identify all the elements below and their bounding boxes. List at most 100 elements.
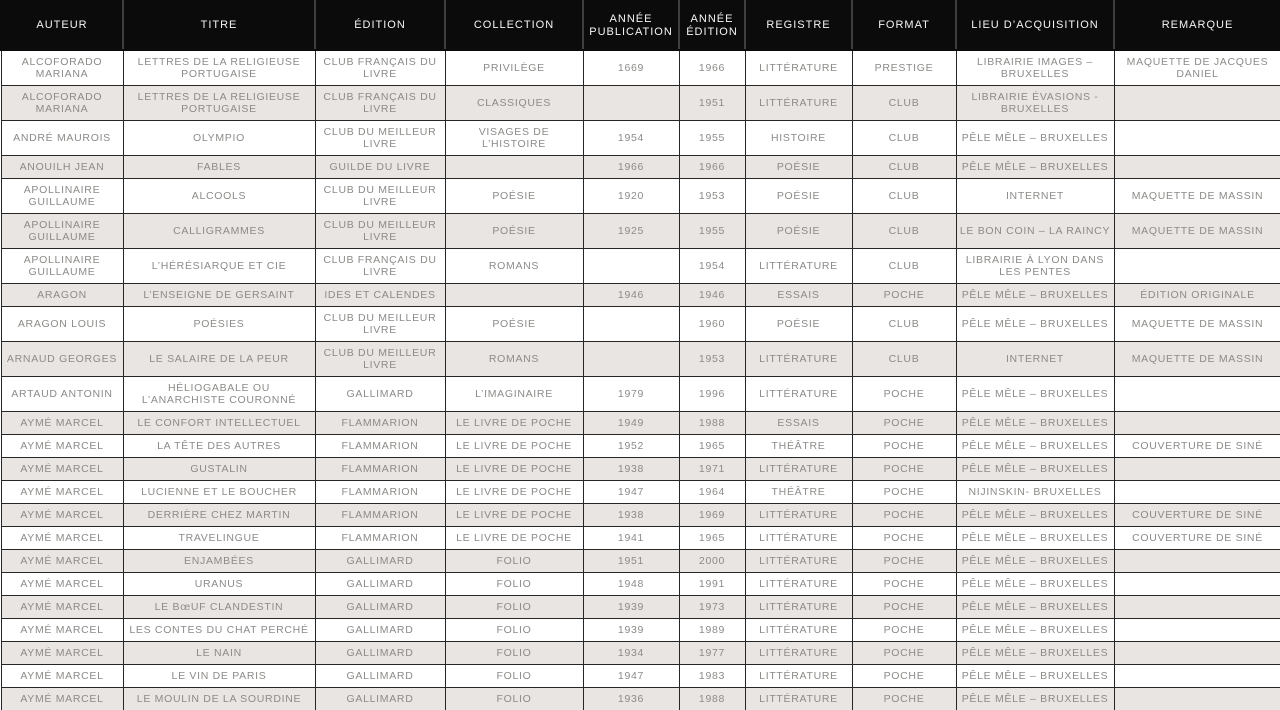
cell-titre: CALLIGRAMMES [122,213,316,249]
cell-remarque: MAQUETTE DE MASSIN [1113,213,1280,249]
cell-edition: GALLIMARD [314,376,446,412]
column-header-registre: REGISTRE [744,0,853,51]
cell-format: POCHE [851,687,957,710]
cell-auteur: ANDRÉ MAUROIS [0,120,124,156]
cell-remarque [1113,411,1280,435]
cell-registre: LITTÉRATURE [744,618,853,642]
cell-format: POCHE [851,480,957,504]
cell-lieu_acquisition: PÊLE MÊLE – BRUXELLES [955,503,1115,527]
cell-lieu_acquisition: NIJINSKIN- BRUXELLES [955,480,1115,504]
column-header-auteur: AUTEUR [0,0,124,51]
cell-titre: LE SALAIRE DE LA PEUR [122,341,316,377]
cell-format: PRESTIGE [851,49,957,86]
cell-registre: LITTÉRATURE [744,572,853,596]
cell-auteur: APOLLINAIRE GUILLAUME [0,178,124,214]
cell-annee_edition: 2000 [678,549,746,573]
cell-annee_edition: 1964 [678,480,746,504]
cell-remarque: COUVERTURE DE SINÉ [1113,526,1280,550]
cell-remarque [1113,595,1280,619]
cell-lieu_acquisition: PÊLE MÊLE – BRUXELLES [955,376,1115,412]
cell-titre: FABLES [122,155,316,179]
cell-titre: LE NAIN [122,641,316,665]
cell-format: POCHE [851,595,957,619]
cell-collection: FOLIO [444,641,584,665]
cell-collection: FOLIO [444,618,584,642]
cell-remarque [1113,120,1280,156]
table-row: AYMÉ MARCEL DERRIÈRE CHEZ MARTIN FLAMMARIO… [0,503,1280,527]
cell-annee_edition: 1965 [678,526,746,550]
cell-lieu_acquisition: LIBRAIRIE À LYON DANS LES PENTES [955,248,1115,284]
cell-registre: LITTÉRATURE [744,526,853,550]
cell-titre: LETTRES DE LA RELIGIEUSE PORTUGAISE [122,85,316,121]
cell-auteur: ALCOFORADO MARIANA [0,49,124,86]
cell-format: CLUB [851,85,957,121]
cell-collection: POÉSIE [444,178,584,214]
cell-lieu_acquisition: PÊLE MÊLE – BRUXELLES [955,595,1115,619]
cell-annee_publication: 1979 [582,376,680,412]
cell-collection [444,283,584,307]
cell-registre: LITTÉRATURE [744,248,853,284]
table-row: ALCOFORADO MARIANA LETTRES DE LA RELIGIEU… [0,49,1280,86]
cell-format: POCHE [851,503,957,527]
cell-auteur: AYMÉ MARCEL [0,526,124,550]
cell-registre: LITTÉRATURE [744,549,853,573]
cell-auteur: AYMÉ MARCEL [0,480,124,504]
cell-annee_edition: 1953 [678,341,746,377]
cell-registre: LITTÉRATURE [744,595,853,619]
cell-format: CLUB [851,120,957,156]
cell-titre: LA TÊTE DES AUTRES [122,434,316,458]
cell-registre: HISTOIRE [744,120,853,156]
cell-annee_publication: 1949 [582,411,680,435]
cell-auteur: AYMÉ MARCEL [0,618,124,642]
cell-registre: LITTÉRATURE [744,85,853,121]
cell-annee_edition: 1971 [678,457,746,481]
cell-format: CLUB [851,306,957,342]
cell-auteur: ARNAUD GEORGES [0,341,124,377]
cell-collection: LE LIVRE DE POCHE [444,457,584,481]
cell-lieu_acquisition: LE BON COIN – LA RAINCY [955,213,1115,249]
cell-collection: LE LIVRE DE POCHE [444,480,584,504]
cell-annee_publication: 1947 [582,480,680,504]
cell-edition: FLAMMARION [314,434,446,458]
table-row: ANDRÉ MAUROIS OLYMPIO CLUB DU MEILLEUR LIV… [0,120,1280,156]
cell-edition: CLUB DU MEILLEUR LIVRE [314,213,446,249]
cell-annee_publication: 1951 [582,549,680,573]
table-row: AYMÉ MARCEL LE CONFORT INTELLECTUEL FLAMMA… [0,411,1280,435]
cell-registre: THÉÂTRE [744,434,853,458]
cell-collection: LE LIVRE DE POCHE [444,434,584,458]
cell-remarque [1113,572,1280,596]
cell-registre: LITTÉRATURE [744,457,853,481]
column-header-format: FORMAT [851,0,957,51]
table-body: ALCOFORADO MARIANA LETTRES DE LA RELIGIEU… [0,49,1280,710]
cell-annee_edition: 1955 [678,213,746,249]
cell-annee_edition: 1946 [678,283,746,307]
cell-format: CLUB [851,248,957,284]
cell-annee_publication [582,248,680,284]
cell-collection: ROMANS [444,341,584,377]
cell-auteur: AYMÉ MARCEL [0,664,124,688]
cell-annee_publication: 1939 [582,595,680,619]
cell-annee_edition: 1969 [678,503,746,527]
cell-annee_publication: 1952 [582,434,680,458]
table-row: AYMÉ MARCEL LES CONTES DU CHAT PERCHÉ GALL… [0,618,1280,642]
cell-titre: LES CONTES DU CHAT PERCHÉ [122,618,316,642]
cell-format: POCHE [851,376,957,412]
table-row: AYMÉ MARCEL LE NAIN GALLIMARD FOLIO 1934 1977… [0,641,1280,665]
cell-remarque [1113,664,1280,688]
cell-titre: LUCIENNE ET LE BOUCHER [122,480,316,504]
cell-collection: POÉSIE [444,306,584,342]
cell-auteur: AYMÉ MARCEL [0,595,124,619]
cell-annee_publication: 1939 [582,618,680,642]
table-row: AYMÉ MARCEL ENJAMBÉES GALLIMARD FOLIO 1951 20… [0,549,1280,573]
column-header-remarque: REMARQUE [1113,0,1280,51]
table-row: AYMÉ MARCEL LUCIENNE ET LE BOUCHER FLAMMAR… [0,480,1280,504]
cell-collection: POÉSIE [444,213,584,249]
cell-annee_publication: 1966 [582,155,680,179]
cell-lieu_acquisition: PÊLE MÊLE – BRUXELLES [955,664,1115,688]
cell-format: CLUB [851,178,957,214]
cell-edition: GUILDE DU LIVRE [314,155,446,179]
table-row: APOLLINAIRE GUILLAUME CALLIGRAMMES CLUB DU… [0,213,1280,249]
cell-edition: FLAMMARION [314,526,446,550]
column-header-edition: ÉDITION [314,0,446,51]
cell-titre: L’ENSEIGNE DE GERSAINT [122,283,316,307]
